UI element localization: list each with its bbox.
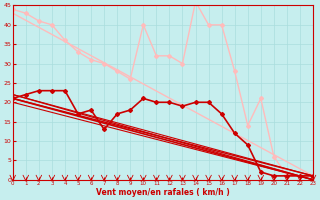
X-axis label: Vent moyen/en rafales ( km/h ): Vent moyen/en rafales ( km/h ) [96,188,230,197]
